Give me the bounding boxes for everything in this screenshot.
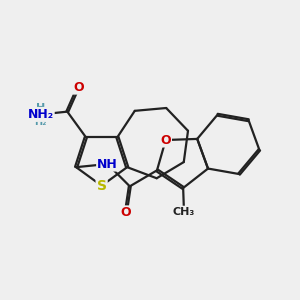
Text: O: O	[73, 81, 83, 94]
Text: H₂: H₂	[34, 117, 47, 127]
Text: CH₃: CH₃	[173, 207, 195, 217]
Text: NH₂: NH₂	[28, 108, 54, 121]
Text: H: H	[36, 103, 45, 113]
Text: O: O	[121, 206, 131, 219]
Text: S: S	[97, 179, 106, 193]
Text: N: N	[35, 108, 46, 121]
Text: NH: NH	[97, 158, 118, 170]
Text: O: O	[160, 134, 171, 146]
